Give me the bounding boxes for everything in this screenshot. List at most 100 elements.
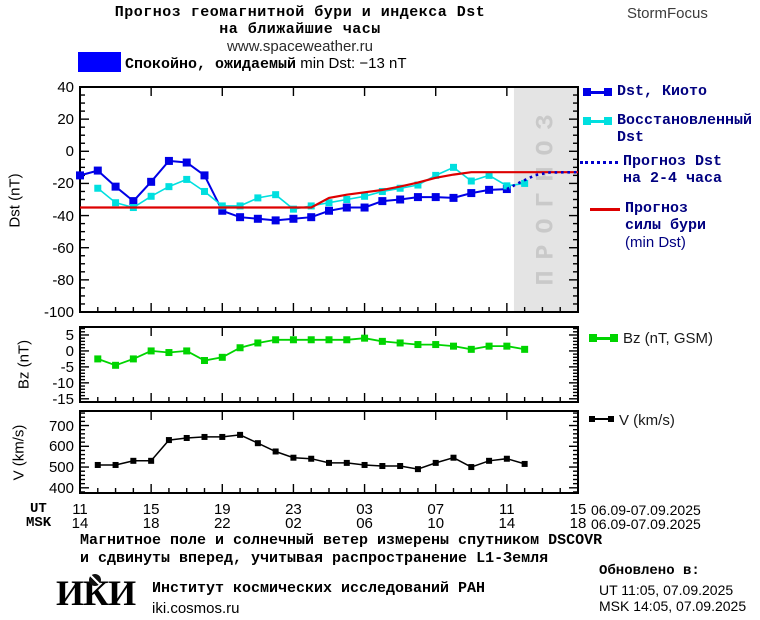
data-point-marker	[432, 171, 440, 179]
ut-hour-label: 07	[427, 501, 445, 518]
ut-hour-label: 11	[499, 501, 515, 518]
data-point-marker	[485, 342, 493, 350]
data-point-marker	[254, 194, 262, 202]
storm-forecast-swatch	[590, 208, 620, 211]
data-point-marker	[361, 192, 369, 200]
y-tick-label: -15	[52, 390, 74, 408]
site-url: www.spaceweather.ru	[227, 38, 373, 55]
data-point-marker	[378, 337, 386, 345]
ut-hour-label: 23	[285, 501, 302, 518]
legend-entry-v: V (km/s)	[589, 412, 675, 429]
y-tick-label: 600	[48, 438, 74, 456]
data-point-marker	[272, 336, 280, 344]
data-point-marker	[432, 459, 439, 466]
msk-hour-label: 18	[569, 515, 587, 532]
data-point-marker	[397, 463, 404, 470]
data-point-marker	[467, 177, 475, 185]
legend-label: V (km/s)	[619, 412, 675, 429]
data-point-marker	[236, 344, 244, 352]
legend-label: Восстановленный Dst	[617, 112, 753, 146]
page-title: Прогноз геомагнитной бури и индекса Dst	[114, 4, 486, 21]
data-point-marker	[378, 197, 387, 206]
data-point-marker	[236, 202, 244, 210]
data-point-marker	[450, 163, 457, 171]
data-point-marker	[164, 156, 173, 165]
restored-dst-swatch	[583, 117, 612, 125]
bz-swatch	[589, 334, 618, 342]
data-point-marker	[271, 216, 280, 225]
ut-hour-label: 15	[142, 501, 160, 518]
dst-axis-title: Dst (nT)	[6, 173, 24, 228]
legend-entry-restored-dst: Восстановленный Dst	[583, 112, 752, 146]
v-axis-title: V (km/s)	[10, 424, 28, 481]
data-point-marker	[326, 459, 332, 466]
data-point-marker	[218, 353, 226, 361]
y-tick-label: 500	[48, 459, 74, 477]
data-point-marker	[201, 187, 208, 195]
data-point-marker	[521, 345, 529, 353]
msk-hour-label: 14	[71, 515, 89, 532]
data-point-marker	[521, 460, 528, 467]
data-point-marker	[147, 192, 155, 200]
updated-label: Обновлено в:	[599, 563, 700, 579]
data-point-marker	[111, 182, 120, 191]
legend-entry-dst-forecast: Прогноз Dst на 2-4 часа	[580, 153, 722, 187]
panel-frame	[79, 86, 579, 313]
data-point-marker	[413, 193, 422, 202]
iki-logo-satellite-icon	[89, 574, 101, 586]
y-tick-label: 400	[48, 479, 74, 497]
series-line	[80, 171, 578, 209]
data-point-marker	[325, 336, 333, 344]
footer-note-2: и сдвинуты вперед, учитывая распростране…	[80, 550, 549, 567]
data-point-marker	[165, 183, 173, 191]
y-tick-label: 0	[65, 342, 74, 360]
data-point-marker	[378, 187, 386, 195]
institute-site: iki.cosmos.ru	[152, 600, 240, 617]
legend-label: Прогноз силы бури (min Dst)	[625, 200, 707, 251]
data-point-marker	[485, 171, 493, 179]
data-point-marker	[253, 214, 262, 223]
data-point-marker	[343, 459, 350, 466]
data-point-marker	[449, 193, 458, 202]
data-point-marker	[414, 181, 422, 189]
ut-hour-label: 03	[356, 501, 373, 518]
dst-kyoto-swatch	[583, 88, 612, 96]
data-point-marker	[396, 339, 404, 347]
data-point-marker	[521, 179, 529, 187]
legend-label: Прогноз Dst на 2-4 часа	[623, 153, 723, 187]
data-point-marker	[379, 463, 386, 470]
data-point-marker	[325, 199, 333, 207]
data-point-marker	[467, 345, 475, 353]
forecast-region	[513, 88, 578, 311]
data-point-marker	[485, 185, 494, 194]
y-tick-label: -80	[52, 271, 74, 289]
y-tick-label: -10	[52, 374, 74, 392]
data-point-marker	[254, 339, 262, 347]
msk-hour-label: 22	[213, 515, 231, 532]
data-point-marker	[503, 342, 511, 350]
data-point-marker	[450, 454, 457, 461]
data-point-marker	[503, 182, 511, 190]
data-point-marker	[112, 361, 120, 369]
data-point-marker	[290, 454, 297, 461]
v-swatch	[589, 416, 614, 422]
y-tick-label: -100	[43, 304, 74, 321]
ut-row-label: UT	[30, 501, 47, 517]
data-point-marker	[165, 349, 173, 357]
y-tick-label: 5	[65, 326, 74, 344]
msk-row-label: MSK	[26, 515, 52, 531]
data-point-marker	[503, 455, 510, 462]
data-point-marker	[467, 189, 476, 198]
data-point-marker	[147, 177, 156, 186]
msk-hour-label: 10	[427, 515, 445, 532]
updated-msk: MSK 14:05, 07.09.2025	[599, 598, 747, 614]
data-point-marker	[289, 205, 297, 213]
updated-ut: UT 11:05, 07.09.2025	[599, 582, 734, 598]
data-point-marker	[94, 184, 102, 192]
data-point-marker	[129, 197, 138, 206]
legend-entry-bz: Bz (nT, GSM)	[589, 330, 713, 347]
footer-note-1: Магнитное поле и солнечный ветер измерен…	[80, 532, 603, 549]
institute-name: Институт космических исследований РАН	[152, 580, 486, 597]
ut-hour-label: 15	[569, 501, 587, 518]
